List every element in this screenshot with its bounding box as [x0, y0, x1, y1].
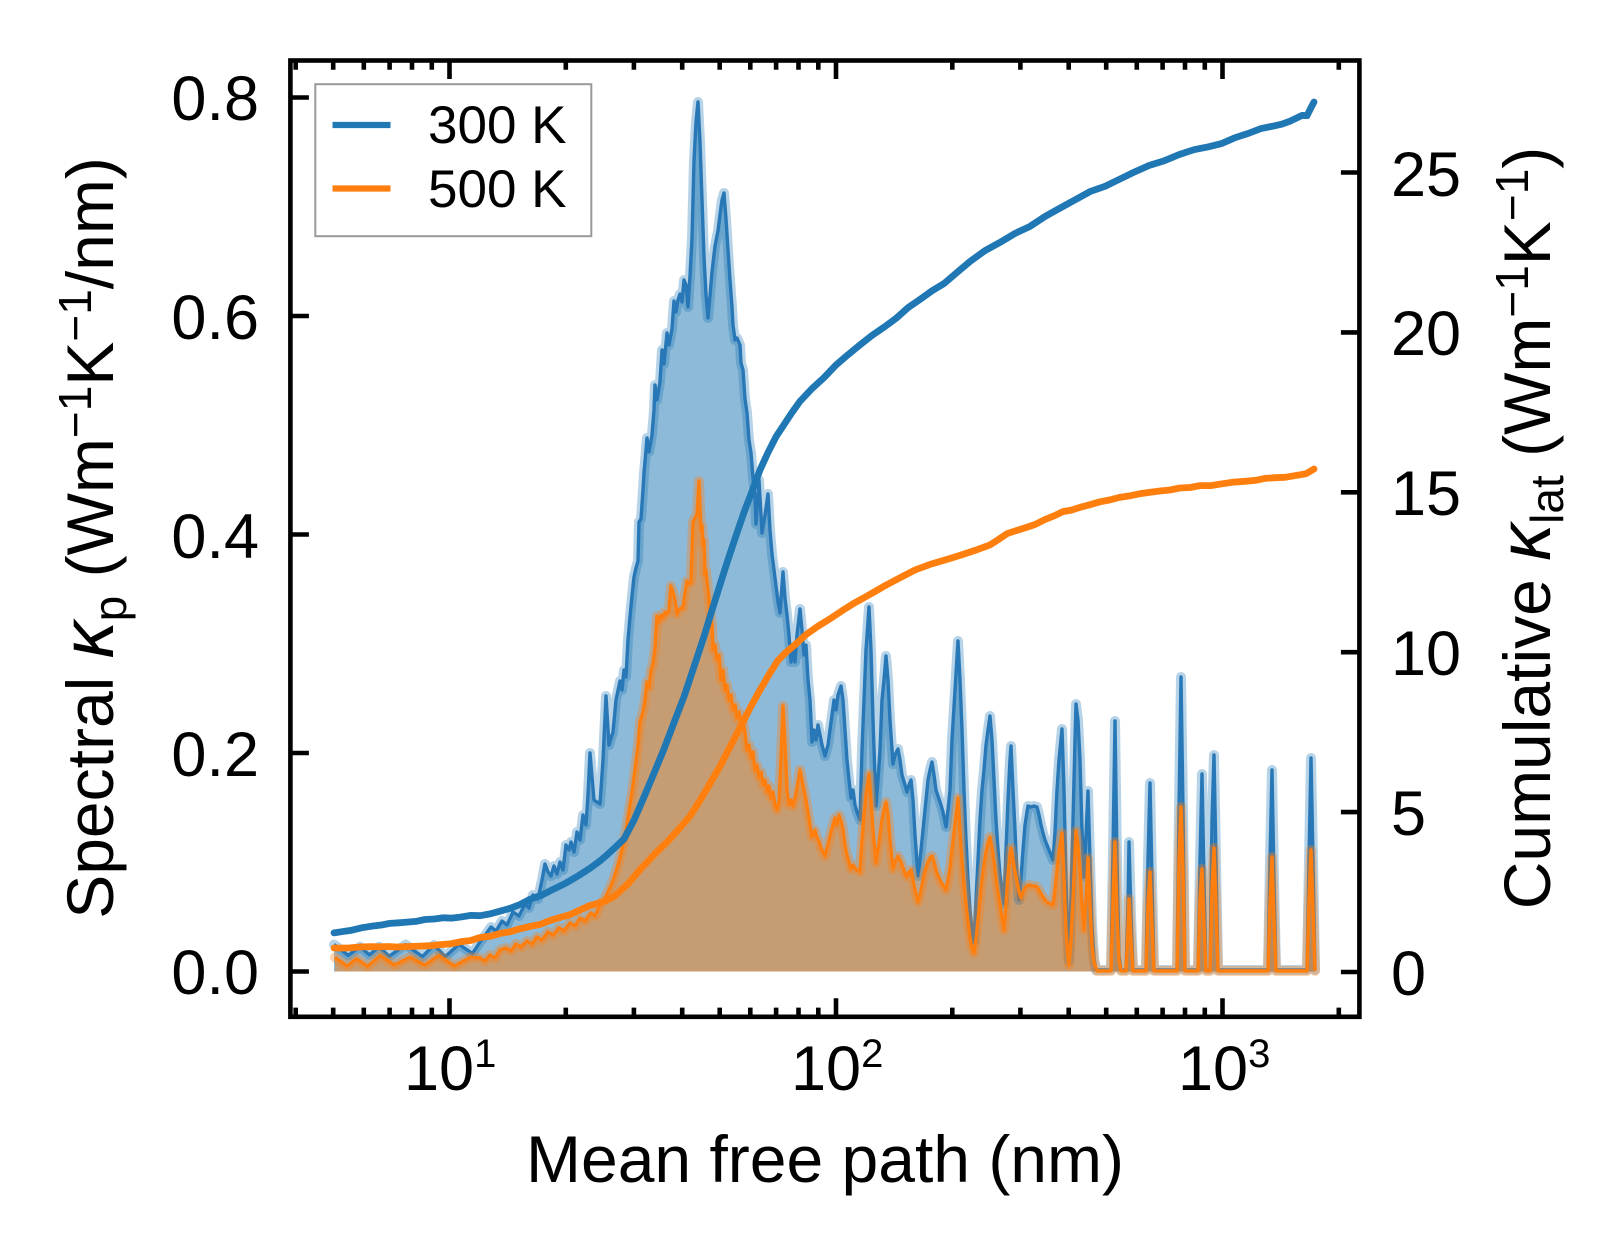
- svg-text:15: 15: [1391, 459, 1461, 529]
- svg-text:0.2: 0.2: [171, 720, 259, 790]
- svg-text:300 K: 300 K: [428, 96, 567, 155]
- svg-text:25: 25: [1391, 140, 1461, 210]
- svg-text:0.4: 0.4: [171, 502, 259, 572]
- svg-text:10: 10: [1391, 619, 1461, 689]
- svg-text:Cumulative κlat (Wm−1K−1): Cumulative κlat (Wm−1K−1): [1483, 147, 1573, 910]
- svg-text:0.0: 0.0: [171, 938, 259, 1008]
- svg-text:Mean free path (nm): Mean free path (nm): [526, 1122, 1124, 1196]
- svg-text:0.6: 0.6: [171, 283, 259, 353]
- svg-text:Spectral κp (Wm−1K−1/nm): Spectral κp (Wm−1K−1/nm): [46, 157, 136, 919]
- svg-text:5: 5: [1391, 779, 1426, 849]
- svg-text:0: 0: [1391, 939, 1426, 1009]
- svg-text:500 K: 500 K: [428, 160, 567, 219]
- svg-text:101: 101: [404, 1032, 496, 1104]
- svg-text:20: 20: [1391, 299, 1461, 369]
- svg-text:0.8: 0.8: [171, 64, 259, 134]
